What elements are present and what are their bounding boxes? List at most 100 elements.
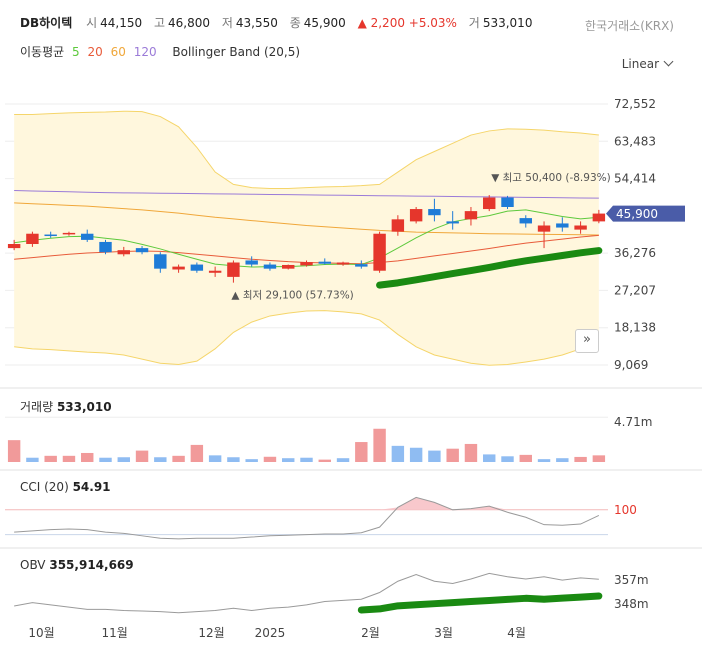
candle-body [135, 248, 149, 253]
candle-body [336, 262, 350, 265]
volume-bar [117, 457, 130, 462]
ma60-line [14, 202, 599, 236]
cci-pane-label: CCI (20) 54.91 [20, 480, 111, 494]
high-label: 고 [153, 16, 165, 30]
volume-bar [519, 454, 532, 462]
stock-name[interactable]: DB하이텍 [20, 16, 73, 30]
candle-body [574, 225, 587, 230]
volume-bar [26, 457, 39, 462]
price-header: DB하이텍 시 44,150 고 46,800 저 43,550 종 45,900 ▲ … [20, 14, 540, 31]
volume-bar [355, 442, 368, 462]
volume-pane-value: 533,010 [56, 400, 112, 414]
candle-body [172, 266, 185, 270]
x-tick-label: 2025 [255, 626, 286, 640]
candle-body [263, 264, 277, 269]
exchange-label: 한국거래소(KRX) [585, 19, 674, 33]
bollinger-label[interactable]: Bollinger Band (20,5) [172, 45, 301, 59]
scale-label: Linear [621, 57, 659, 71]
volume-bar [391, 445, 405, 462]
cci-pane-title: CCI (20) [20, 480, 69, 494]
x-tick-label: 2월 [361, 626, 380, 640]
volume-bar [81, 452, 94, 462]
cci-line [14, 496, 600, 540]
volume-bar [172, 455, 185, 462]
high-annotation: ▼ 최고 50,400 (-8.93%) [491, 172, 611, 184]
candle-body [355, 264, 368, 267]
ma120-line [14, 190, 599, 199]
change-value: ▲ 2,200 +5.03% [357, 16, 457, 30]
volume-bar [592, 455, 606, 462]
scale-dropdown[interactable]: Linear [621, 56, 674, 71]
x-tick-label: 11월 [101, 626, 127, 640]
volume-pane-title: 거래량 [20, 400, 54, 414]
candle-body [154, 254, 167, 269]
volume-tick-label: 4.71m [614, 415, 652, 429]
close-value: 45,900 [303, 16, 346, 30]
obv-highlight-stroke [357, 592, 603, 614]
candle-body [44, 234, 57, 237]
volume-bar [208, 455, 222, 462]
indicator-legend[interactable]: 이동평균 5 20 60 120 Bollinger Band (20,5) [20, 43, 304, 60]
candle-body [81, 233, 94, 240]
candle-body [501, 197, 514, 207]
high-value: 46,800 [167, 16, 210, 30]
volume-bar [464, 443, 478, 462]
obv-pane-value: 355,914,669 [49, 558, 134, 572]
volume-bar [446, 448, 459, 462]
volume-bar [409, 447, 423, 462]
volume-bar [44, 455, 57, 462]
volume-bar [428, 450, 441, 462]
volume-bar [574, 456, 587, 462]
cci-tick-label: 100 [614, 503, 637, 517]
candle-body [282, 264, 295, 269]
volume-bar [62, 455, 76, 462]
volume-bar [300, 457, 313, 462]
x-tick-label: 4월 [507, 626, 526, 640]
ma60-label[interactable]: 60 [110, 45, 126, 59]
bollinger-upper-line [14, 110, 599, 189]
bollinger-band-fill [14, 111, 599, 366]
expand-button[interactable]: » [575, 329, 599, 353]
candle-body [391, 219, 405, 232]
y-tick-label: 72,552 [614, 97, 656, 111]
volume-bar [501, 456, 514, 462]
ma5-label[interactable]: 5 [72, 45, 80, 59]
open-label: 시 [86, 16, 98, 30]
open-value: 44,150 [100, 16, 143, 30]
volume-bar [336, 458, 350, 462]
ma-label: 이동평균 [20, 45, 65, 59]
candle-body [7, 243, 21, 249]
candle-body [26, 233, 39, 244]
x-tick-label: 12월 [198, 626, 224, 640]
candle-body [483, 197, 496, 210]
candle-body [245, 260, 258, 265]
volume-bar [373, 428, 386, 462]
candle-body [300, 262, 313, 266]
volume-bar [245, 459, 258, 462]
obv-tick-label: 357m [614, 573, 649, 587]
volume-bar [99, 457, 112, 462]
candle-body [117, 250, 130, 255]
candle-body [318, 261, 331, 264]
obv-tick-label: 348m [614, 597, 649, 611]
ma120-label[interactable]: 120 [133, 45, 157, 59]
candle-body [446, 221, 459, 224]
ma20-label[interactable]: 20 [87, 45, 103, 59]
bollinger-lower-line [14, 310, 600, 366]
candle-body [99, 241, 112, 253]
candle-body [556, 223, 569, 228]
y-tick-label: 18,138 [614, 321, 656, 335]
low-value: 43,550 [235, 16, 278, 30]
volume-bar [7, 440, 21, 462]
candle-body [464, 211, 478, 220]
candle-body [537, 225, 551, 232]
volume-bar [537, 459, 551, 462]
candle-body [592, 213, 606, 222]
obv-line [14, 572, 599, 614]
low-label: 저 [221, 16, 233, 30]
volume-bar [556, 458, 569, 462]
double-chevron-right-icon: » [583, 332, 591, 347]
y-tick-label: 36,276 [614, 246, 656, 260]
volume-bar [483, 454, 496, 462]
